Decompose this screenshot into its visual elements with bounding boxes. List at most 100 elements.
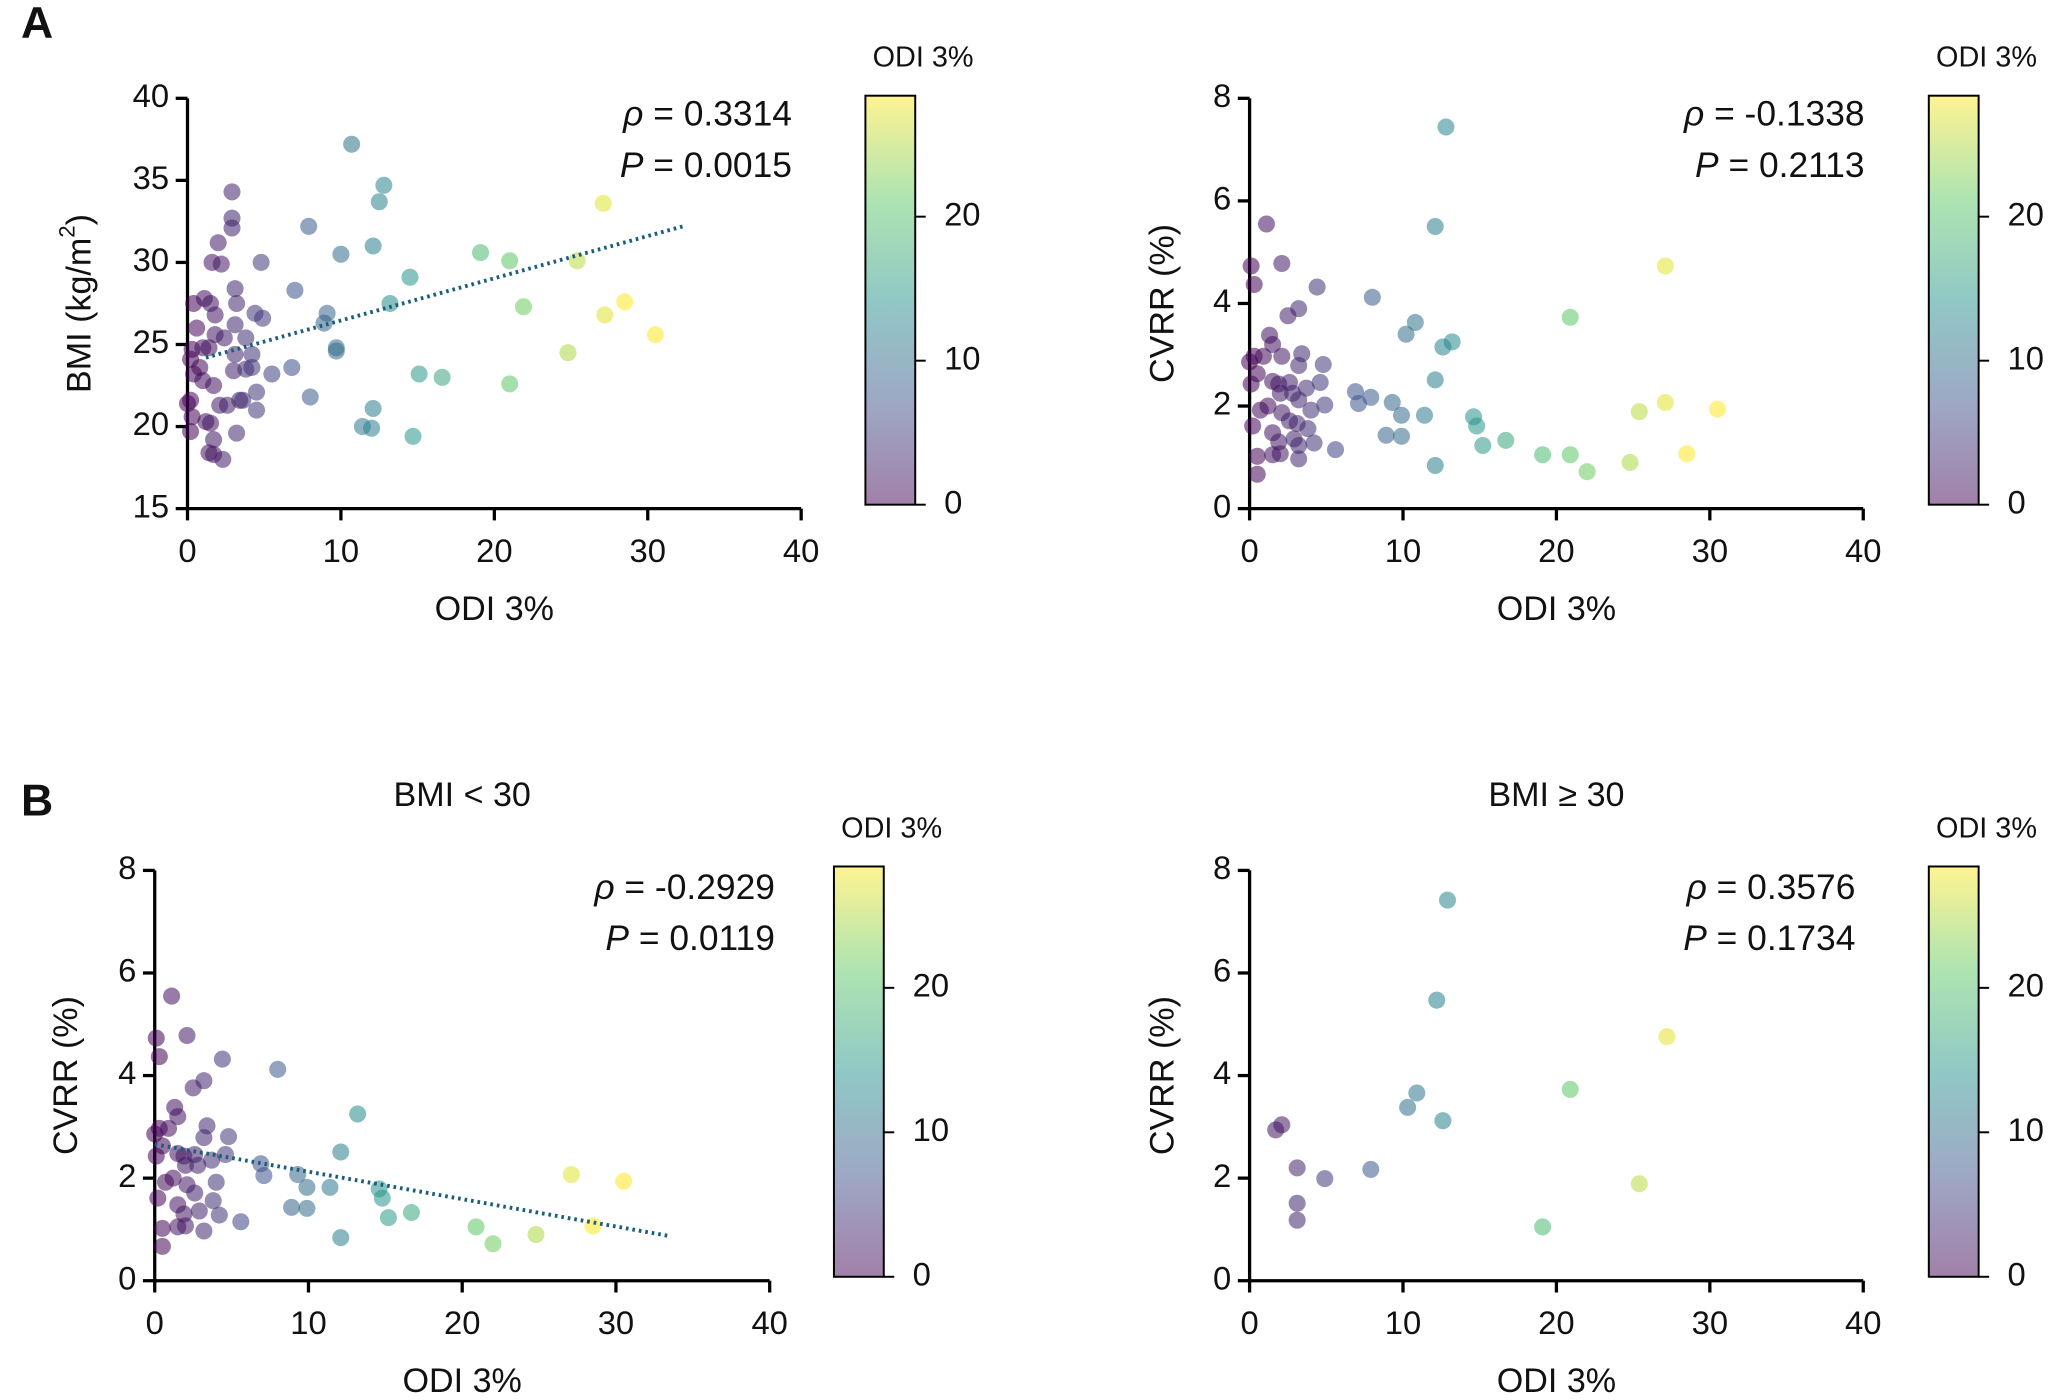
point: [616, 293, 634, 311]
point: [1290, 357, 1308, 375]
stat-annotation: ρ = -0.1338: [1683, 95, 1865, 134]
point: [1392, 427, 1410, 445]
point: [1314, 355, 1332, 374]
point: [379, 1209, 397, 1227]
y-axis-label: CVRR (%): [1143, 224, 1181, 383]
stat-value: = 0.3314: [643, 95, 792, 134]
x-tick-label: 40: [1845, 532, 1881, 569]
y-tick-label: 4: [1213, 282, 1231, 319]
point: [207, 1173, 225, 1191]
y-tick-label: 30: [133, 241, 169, 278]
point: [301, 388, 319, 406]
point: [147, 1029, 165, 1047]
point: [1254, 347, 1272, 365]
stat-annotation: P = 0.0119: [605, 920, 775, 959]
y-tick-label: 2: [1213, 385, 1231, 422]
point: [1434, 1112, 1452, 1130]
x-axis-label: ODI 3%: [1497, 1362, 1616, 1400]
y-tick-label: 6: [1213, 180, 1231, 217]
point: [248, 383, 266, 401]
stat-symbol: ρ: [593, 868, 614, 907]
point: [226, 316, 244, 334]
point: [332, 1143, 350, 1161]
point: [1305, 434, 1323, 452]
y-tick-label: 4: [118, 1054, 136, 1091]
colorbar-tick-label: 10: [2007, 1111, 2043, 1148]
point: [1279, 307, 1297, 325]
point: [527, 1226, 545, 1244]
point: [286, 281, 304, 299]
point: [1377, 426, 1395, 444]
point: [514, 298, 533, 316]
stat-symbol: P: [620, 146, 644, 185]
colorbar: [1927, 865, 1980, 1278]
point: [1316, 396, 1334, 414]
point: [210, 1206, 228, 1224]
point: [248, 401, 266, 419]
point: [364, 237, 382, 255]
colorbar-tick-label: 20: [913, 966, 949, 1003]
x-tick-label: 30: [1692, 532, 1728, 569]
x-tick-label: 20: [1538, 1304, 1574, 1341]
point: [1257, 215, 1275, 233]
y-tick-label: 6: [118, 952, 136, 989]
x-tick-label: 30: [1692, 1304, 1728, 1341]
point: [364, 399, 382, 418]
y-tick-label: 8: [1213, 77, 1231, 114]
point: [1245, 275, 1263, 294]
point: [252, 253, 270, 271]
point: [327, 342, 345, 360]
point: [1397, 325, 1415, 343]
point: [228, 294, 246, 312]
point: [176, 1156, 194, 1174]
colorbar-title: ODI 3%: [1936, 42, 2037, 74]
point: [169, 1108, 187, 1126]
colorbar-tick-label: 0: [944, 483, 962, 520]
stat-symbol: ρ: [622, 95, 643, 134]
point: [559, 344, 577, 362]
point: [363, 419, 381, 437]
point: [269, 1060, 287, 1078]
stat-annotation: ρ = 0.3576: [1686, 868, 1856, 907]
point: [375, 176, 393, 194]
point: [263, 365, 281, 383]
point: [215, 329, 233, 347]
stat-value: = -0.2929: [615, 868, 775, 907]
colorbar-tick-label: 10: [944, 339, 980, 376]
stat-value: = -0.1338: [1704, 95, 1864, 134]
point: [1244, 417, 1262, 435]
panel-label: A: [21, 0, 53, 48]
point: [646, 326, 664, 344]
point: [596, 306, 614, 324]
point: [1415, 406, 1434, 424]
point: [1561, 308, 1579, 326]
point: [149, 1189, 167, 1207]
trendline: [154, 1142, 671, 1239]
point: [1434, 338, 1452, 356]
point: [226, 345, 244, 363]
point: [1656, 393, 1674, 411]
point: [1288, 1211, 1306, 1229]
point: [1426, 457, 1444, 475]
x-tick-label: 30: [598, 1304, 634, 1341]
point: [594, 194, 612, 212]
point: [216, 1146, 234, 1164]
point: [153, 1219, 171, 1237]
point: [404, 427, 422, 445]
colorbar-title: ODI 3%: [841, 812, 942, 844]
point: [178, 1027, 196, 1045]
point: [1290, 437, 1308, 455]
point: [163, 987, 181, 1005]
y-tick-label: 4: [1213, 1054, 1231, 1091]
point: [1311, 373, 1329, 391]
point: [332, 245, 350, 263]
point: [1288, 1159, 1306, 1177]
panel-label: B: [21, 776, 53, 825]
colorbar-tick-label: 20: [944, 195, 980, 232]
point: [584, 1217, 602, 1235]
point: [1392, 406, 1410, 424]
point: [183, 408, 201, 426]
x-tick-label: 0: [1240, 532, 1258, 569]
point: [1248, 465, 1266, 483]
colorbar: [1927, 94, 1980, 506]
